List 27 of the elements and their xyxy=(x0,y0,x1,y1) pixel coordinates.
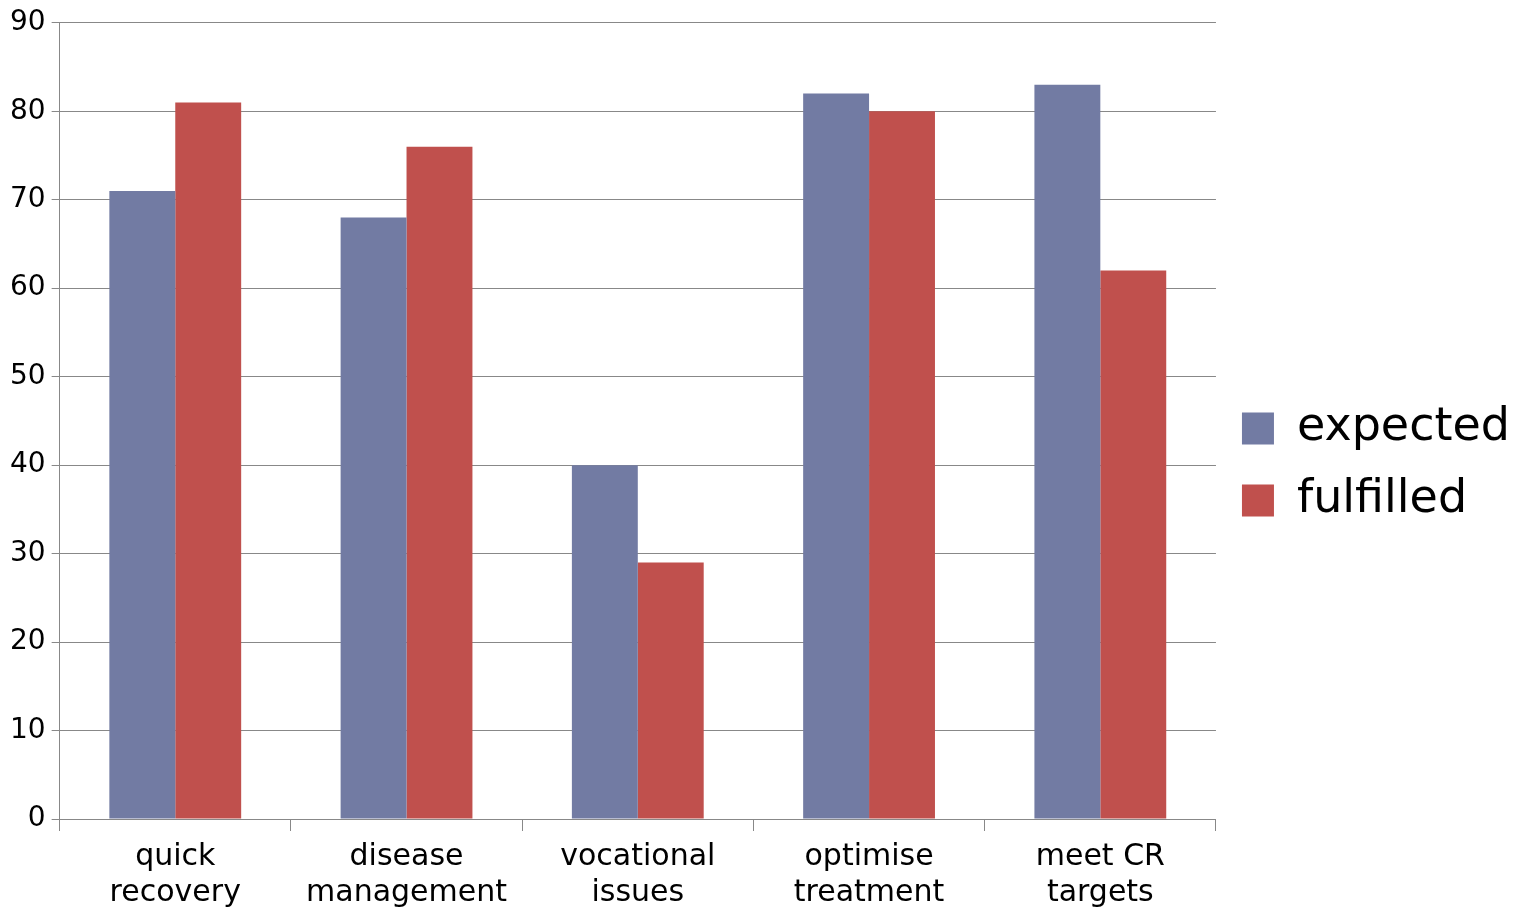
bar xyxy=(1034,84,1101,819)
y-tick-label: 70 xyxy=(9,181,46,215)
bar xyxy=(869,111,935,819)
y-tick-label: 90 xyxy=(9,4,46,38)
bar xyxy=(1100,270,1167,819)
y-tick-label: 10 xyxy=(9,711,46,745)
y-tick-label: 0 xyxy=(27,800,46,834)
x-tick-label: disease management xyxy=(306,836,508,908)
y-tick-label: 80 xyxy=(9,92,46,126)
x-tick-label: optimise treatment xyxy=(793,836,945,908)
y-tick-label: 20 xyxy=(9,623,46,657)
x-tick-label: quick recovery xyxy=(109,836,241,908)
bar xyxy=(637,562,704,819)
legend-label: fulfilled xyxy=(1296,469,1468,524)
bar xyxy=(109,190,176,819)
y-tick-label: 30 xyxy=(9,534,46,568)
y-tick-label: 50 xyxy=(9,357,46,391)
bar xyxy=(571,465,638,819)
y-tick-label: 40 xyxy=(9,446,46,480)
bar xyxy=(340,217,407,819)
bar xyxy=(406,146,473,819)
y-tick-label: 60 xyxy=(9,269,46,303)
x-tick-label: meet CR targets xyxy=(1035,836,1165,908)
bar xyxy=(803,93,870,819)
bar xyxy=(175,102,242,819)
x-tick-label: vocational issues xyxy=(560,836,716,908)
legend-label: expected xyxy=(1296,397,1510,452)
